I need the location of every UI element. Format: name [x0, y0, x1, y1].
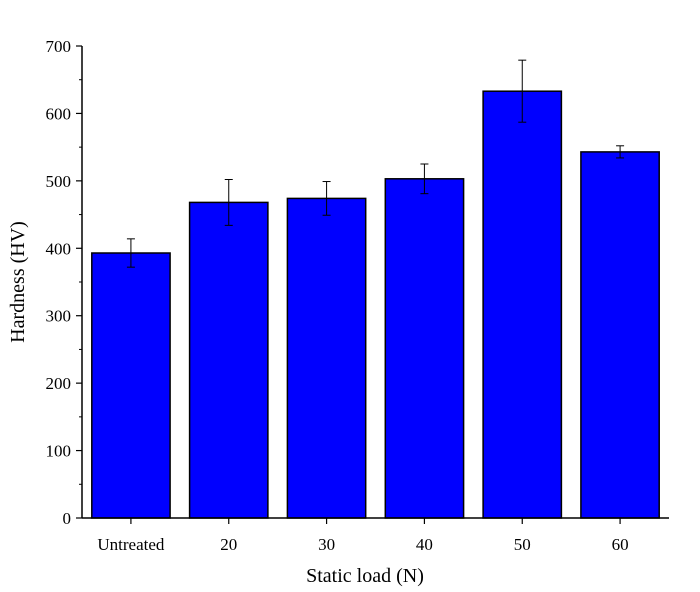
x-tick-label-0: Untreated: [97, 535, 165, 554]
bar-0: [91, 252, 171, 519]
bar-3: [384, 178, 465, 519]
x-tick-label-3: 40: [416, 535, 433, 554]
y-tick-label-6: 600: [46, 104, 72, 123]
bar-1: [188, 201, 269, 519]
x-axis-title: Static load (N): [306, 565, 424, 587]
bar-5: [580, 151, 660, 519]
ticks-layer: Untreated 20 30 40 50 60010020030040050060070…: [46, 37, 629, 554]
y-tick-label-7: 700: [46, 37, 72, 56]
bars-layer: [91, 90, 660, 519]
y-tick-label-2: 200: [46, 374, 72, 393]
x-tick-label-1: 20: [220, 535, 237, 554]
x-tick-label-2: 30: [318, 535, 335, 554]
y-tick-label-5: 500: [46, 172, 72, 191]
x-tick-label-5: 60: [612, 535, 629, 554]
bar-4: [482, 90, 563, 519]
y-tick-label-4: 400: [46, 239, 72, 258]
bar-2: [286, 197, 367, 519]
x-tick-label-4: 50: [514, 535, 531, 554]
y-axis-title: Hardness (HV): [7, 221, 29, 343]
y-tick-label-1: 100: [46, 442, 72, 461]
error-bars-layer: [126, 59, 625, 268]
y-tick-label-3: 300: [46, 307, 72, 326]
y-tick-label-0: 0: [63, 509, 72, 528]
